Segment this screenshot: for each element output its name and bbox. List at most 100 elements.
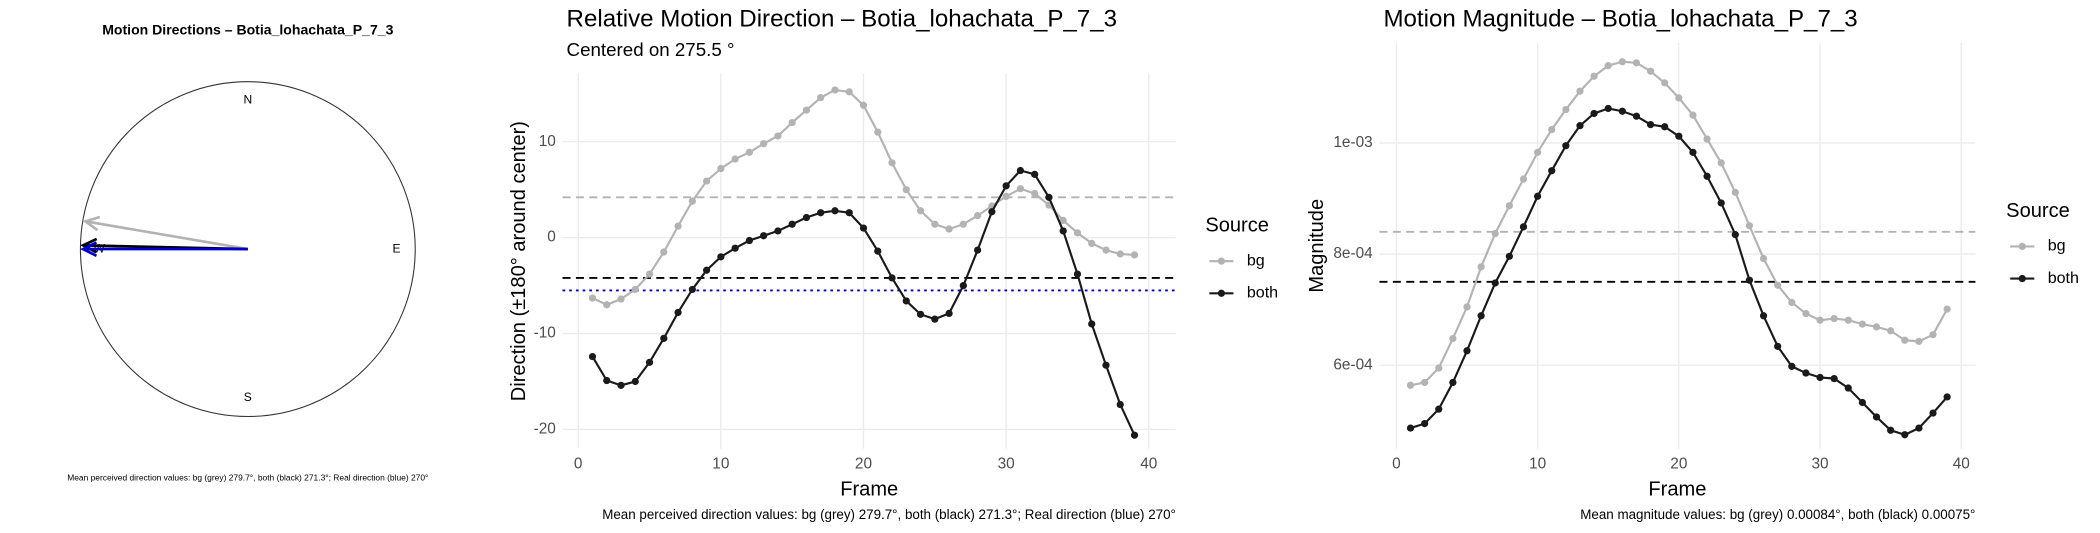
caption: Mean perceived direction values: bg (gre…: [67, 472, 428, 482]
data-point: [973, 246, 982, 254]
data-point: [859, 224, 868, 232]
data-point: [688, 197, 696, 205]
legend-swatch: [1217, 289, 1226, 297]
data-point: [1548, 167, 1556, 175]
data-point: [1533, 148, 1542, 156]
data-point: [674, 222, 682, 230]
compass-label: E: [392, 241, 400, 255]
chart-subtitle: Centered on 275.5 °: [567, 39, 735, 60]
data-point: [1421, 420, 1429, 428]
arrow-head: [82, 215, 101, 232]
data-point: [1562, 142, 1570, 150]
data-point: [1073, 270, 1082, 278]
data-point: [1788, 362, 1796, 370]
data-point: [1858, 320, 1867, 328]
data-point: [1505, 252, 1513, 260]
data-point: [959, 220, 967, 228]
data-point: [1059, 227, 1067, 235]
data-point: [1463, 347, 1471, 355]
data-point: [1449, 334, 1457, 343]
data-point: [1703, 172, 1711, 180]
y-axis-label: Magnitude: [1306, 199, 1328, 293]
data-point: [1901, 336, 1909, 344]
data-point: [1435, 364, 1443, 372]
y-tick-label: 6e-04: [1333, 356, 1373, 373]
data-point: [1576, 122, 1584, 130]
data-point: [945, 225, 953, 233]
data-point: [1929, 409, 1937, 417]
data-point: [617, 295, 625, 303]
x-tick-label: 10: [712, 456, 729, 473]
data-point: [1915, 424, 1923, 432]
arrow-head: [80, 241, 98, 257]
data-point: [1548, 125, 1556, 134]
data-point: [788, 220, 796, 228]
data-point: [916, 310, 925, 318]
data-point: [588, 352, 597, 361]
y-axis-label: Direction (±180° around center): [508, 121, 530, 401]
data-point: [916, 207, 925, 215]
data-point: [1745, 222, 1754, 230]
data-point: [1872, 413, 1881, 421]
data-point: [745, 236, 754, 245]
data-point: [1802, 369, 1810, 377]
data-point: [1031, 170, 1039, 178]
data-point: [874, 128, 882, 136]
data-point: [1406, 381, 1415, 389]
x-tick-label: 0: [1392, 456, 1401, 473]
data-point: [1759, 312, 1768, 320]
data-point: [845, 209, 853, 217]
legend-title: Source: [2006, 200, 2070, 222]
data-point: [1519, 223, 1528, 231]
data-point: [617, 381, 625, 389]
data-point: [1073, 229, 1082, 237]
y-tick-label: 0: [547, 229, 556, 246]
data-point: [660, 334, 668, 342]
data-point: [1116, 250, 1124, 258]
data-point: [1717, 199, 1725, 207]
data-point: [1016, 185, 1025, 193]
data-point: [1031, 189, 1039, 198]
data-point: [1858, 398, 1867, 407]
x-tick-label: 20: [855, 456, 872, 473]
data-point: [1816, 373, 1824, 382]
data-point: [1844, 316, 1852, 324]
data-point: [1774, 342, 1782, 350]
y-tick-label: 1e-03: [1333, 134, 1372, 151]
data-point: [745, 148, 754, 156]
y-tick-label: -10: [534, 325, 556, 342]
caption: Mean perceived direction values: bg (gre…: [602, 507, 1176, 522]
data-point: [1675, 94, 1683, 102]
data-point: [1872, 323, 1881, 331]
chart-title: Relative Motion Direction – Botia_lohach…: [567, 5, 1118, 32]
chart-title: Motion Directions – Botia_lohachata_P_7_…: [102, 22, 393, 38]
legend-swatch: [1217, 257, 1226, 265]
data-point: [902, 297, 910, 305]
data-point: [1830, 314, 1838, 323]
data-point: [702, 177, 711, 185]
data-point: [1533, 192, 1542, 200]
data-point: [1788, 298, 1796, 307]
data-point: [1646, 67, 1655, 75]
direction-arrow: [85, 220, 249, 251]
data-point: [1929, 331, 1937, 339]
data-point: [1519, 175, 1528, 183]
data-point: [1088, 239, 1096, 248]
data-point: [874, 247, 882, 255]
data-point: [774, 227, 782, 235]
data-point: [1689, 148, 1697, 156]
compass-label: N: [243, 93, 252, 107]
chart-title: Motion Magnitude – Botia_lohachata_P_7_3: [1383, 5, 1857, 32]
data-point: [1901, 431, 1909, 439]
data-point: [1102, 246, 1110, 254]
data-point: [1059, 216, 1067, 225]
data-point: [631, 377, 639, 386]
data-point: [845, 88, 853, 96]
data-point: [945, 309, 953, 318]
data-point: [1774, 281, 1782, 289]
y-tick-label: 8e-04: [1333, 245, 1373, 262]
data-point: [1689, 111, 1697, 119]
data-point: [888, 159, 896, 167]
data-point: [1088, 320, 1096, 328]
